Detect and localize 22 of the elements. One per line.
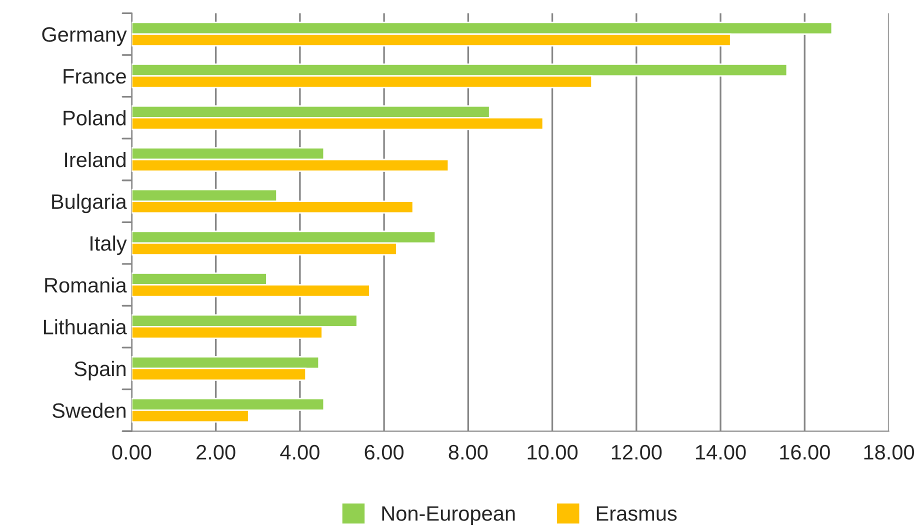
x-tick-label: 2.00: [196, 444, 236, 460]
x-tick-label: 12.00: [612, 444, 662, 460]
legend-label: Erasmus: [596, 506, 677, 521]
legend-label: Non-European: [382, 506, 515, 525]
x-tick-label: 4.00: [280, 444, 320, 460]
x-tick-label: 0.00: [112, 444, 152, 460]
y-tick-label: France: [64, 69, 126, 84]
x-tick-label: 18.00: [864, 444, 914, 460]
x-tick-label: 8.00: [448, 444, 488, 460]
y-tick-label: Sweden: [52, 402, 126, 418]
y-tick-label: Romania: [45, 277, 127, 293]
x-tick-label: 6.00: [364, 444, 404, 460]
y-tick-label: Spain: [74, 360, 126, 380]
y-tick-label: Ireland: [65, 152, 126, 168]
y-tick-label: Lithuania: [44, 319, 127, 334]
y-tick-label: Poland: [64, 110, 126, 126]
x-tick-label: 10.00: [528, 444, 578, 460]
x-tick-label: 16.00: [780, 444, 830, 460]
y-tick-label: Italy: [90, 236, 127, 255]
y-tick-label: Bulgaria: [52, 194, 127, 214]
x-tick-label: 14.00: [696, 444, 746, 460]
y-tick-label: Germany: [42, 27, 127, 46]
